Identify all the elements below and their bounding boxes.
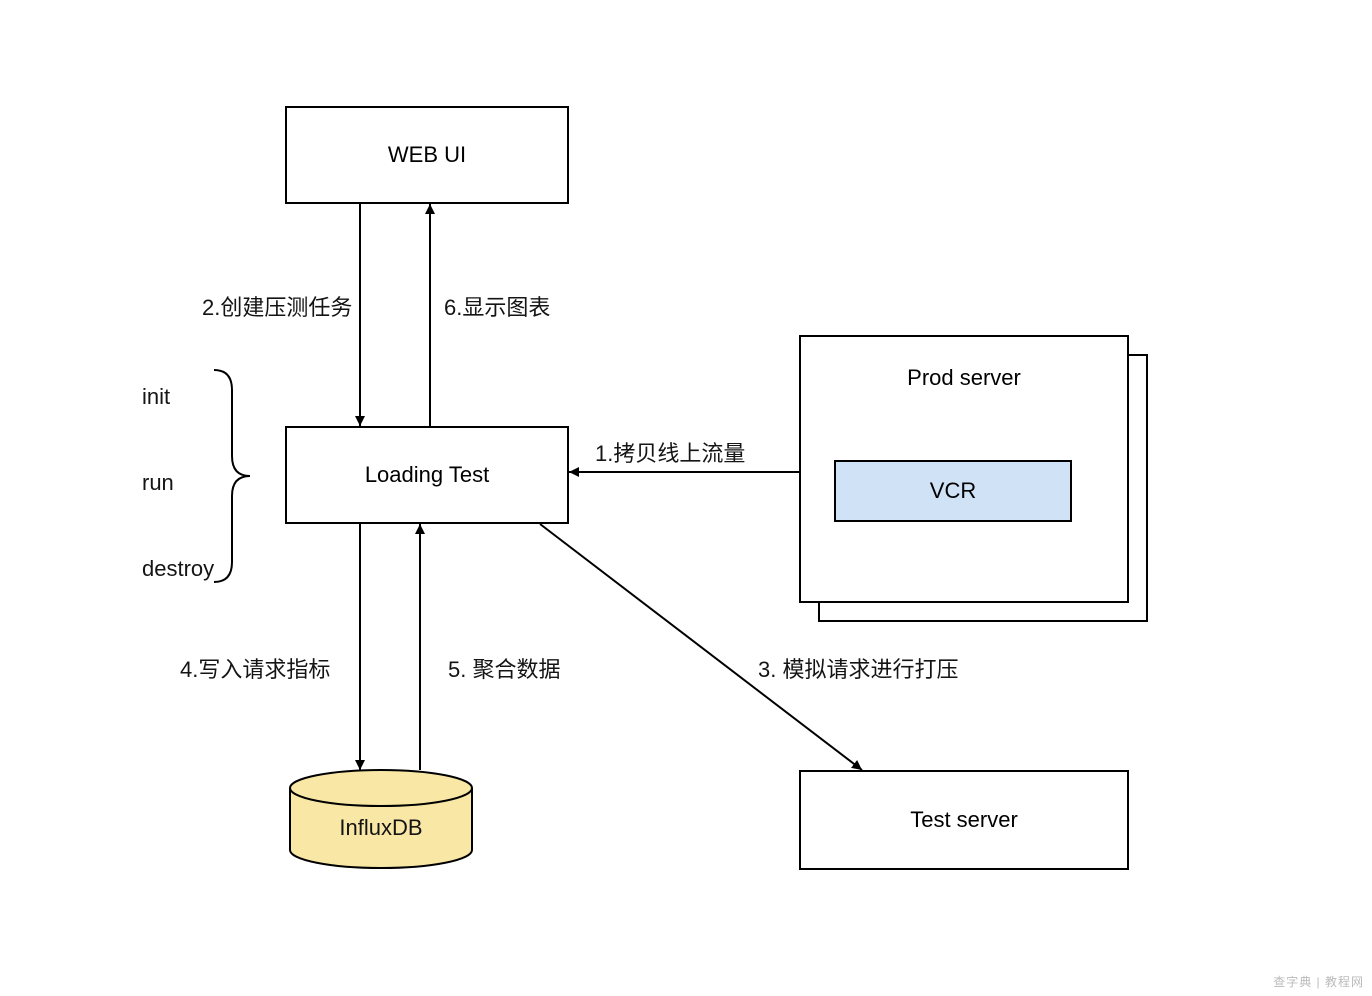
lifecycle-destroy: destroy xyxy=(142,556,214,582)
node-label: Prod server xyxy=(907,365,1021,391)
node-web-ui: WEB UI xyxy=(285,106,569,204)
node-influxdb-label: InfluxDB xyxy=(290,815,472,841)
flowchart-diagram: WEB UI Loading Test Prod server VCR Test… xyxy=(0,0,1372,996)
edge-label-5: 5. 聚合数据 xyxy=(448,652,560,684)
lifecycle-run: run xyxy=(142,470,174,496)
edge-label-3: 3. 模拟请求进行打压 xyxy=(758,652,958,684)
edge-label-4: 4.写入请求指标 xyxy=(180,652,330,684)
node-test-server: Test server xyxy=(799,770,1129,870)
watermark: 查字典 | 教程网 xyxy=(1273,973,1364,990)
edge-label-6: 6.显示图表 xyxy=(444,290,550,322)
lifecycle-init: init xyxy=(142,384,170,410)
node-label: VCR xyxy=(930,478,976,504)
node-label: Test server xyxy=(910,807,1018,833)
node-label: WEB UI xyxy=(388,142,466,168)
node-vcr: VCR xyxy=(834,460,1072,522)
node-loading-test: Loading Test xyxy=(285,426,569,524)
connectors-svg xyxy=(0,0,1372,996)
edge-label-2: 2.创建压测任务 xyxy=(202,290,352,322)
node-label: Loading Test xyxy=(365,462,489,488)
edge-label-1: 1.拷贝线上流量 xyxy=(595,436,745,468)
